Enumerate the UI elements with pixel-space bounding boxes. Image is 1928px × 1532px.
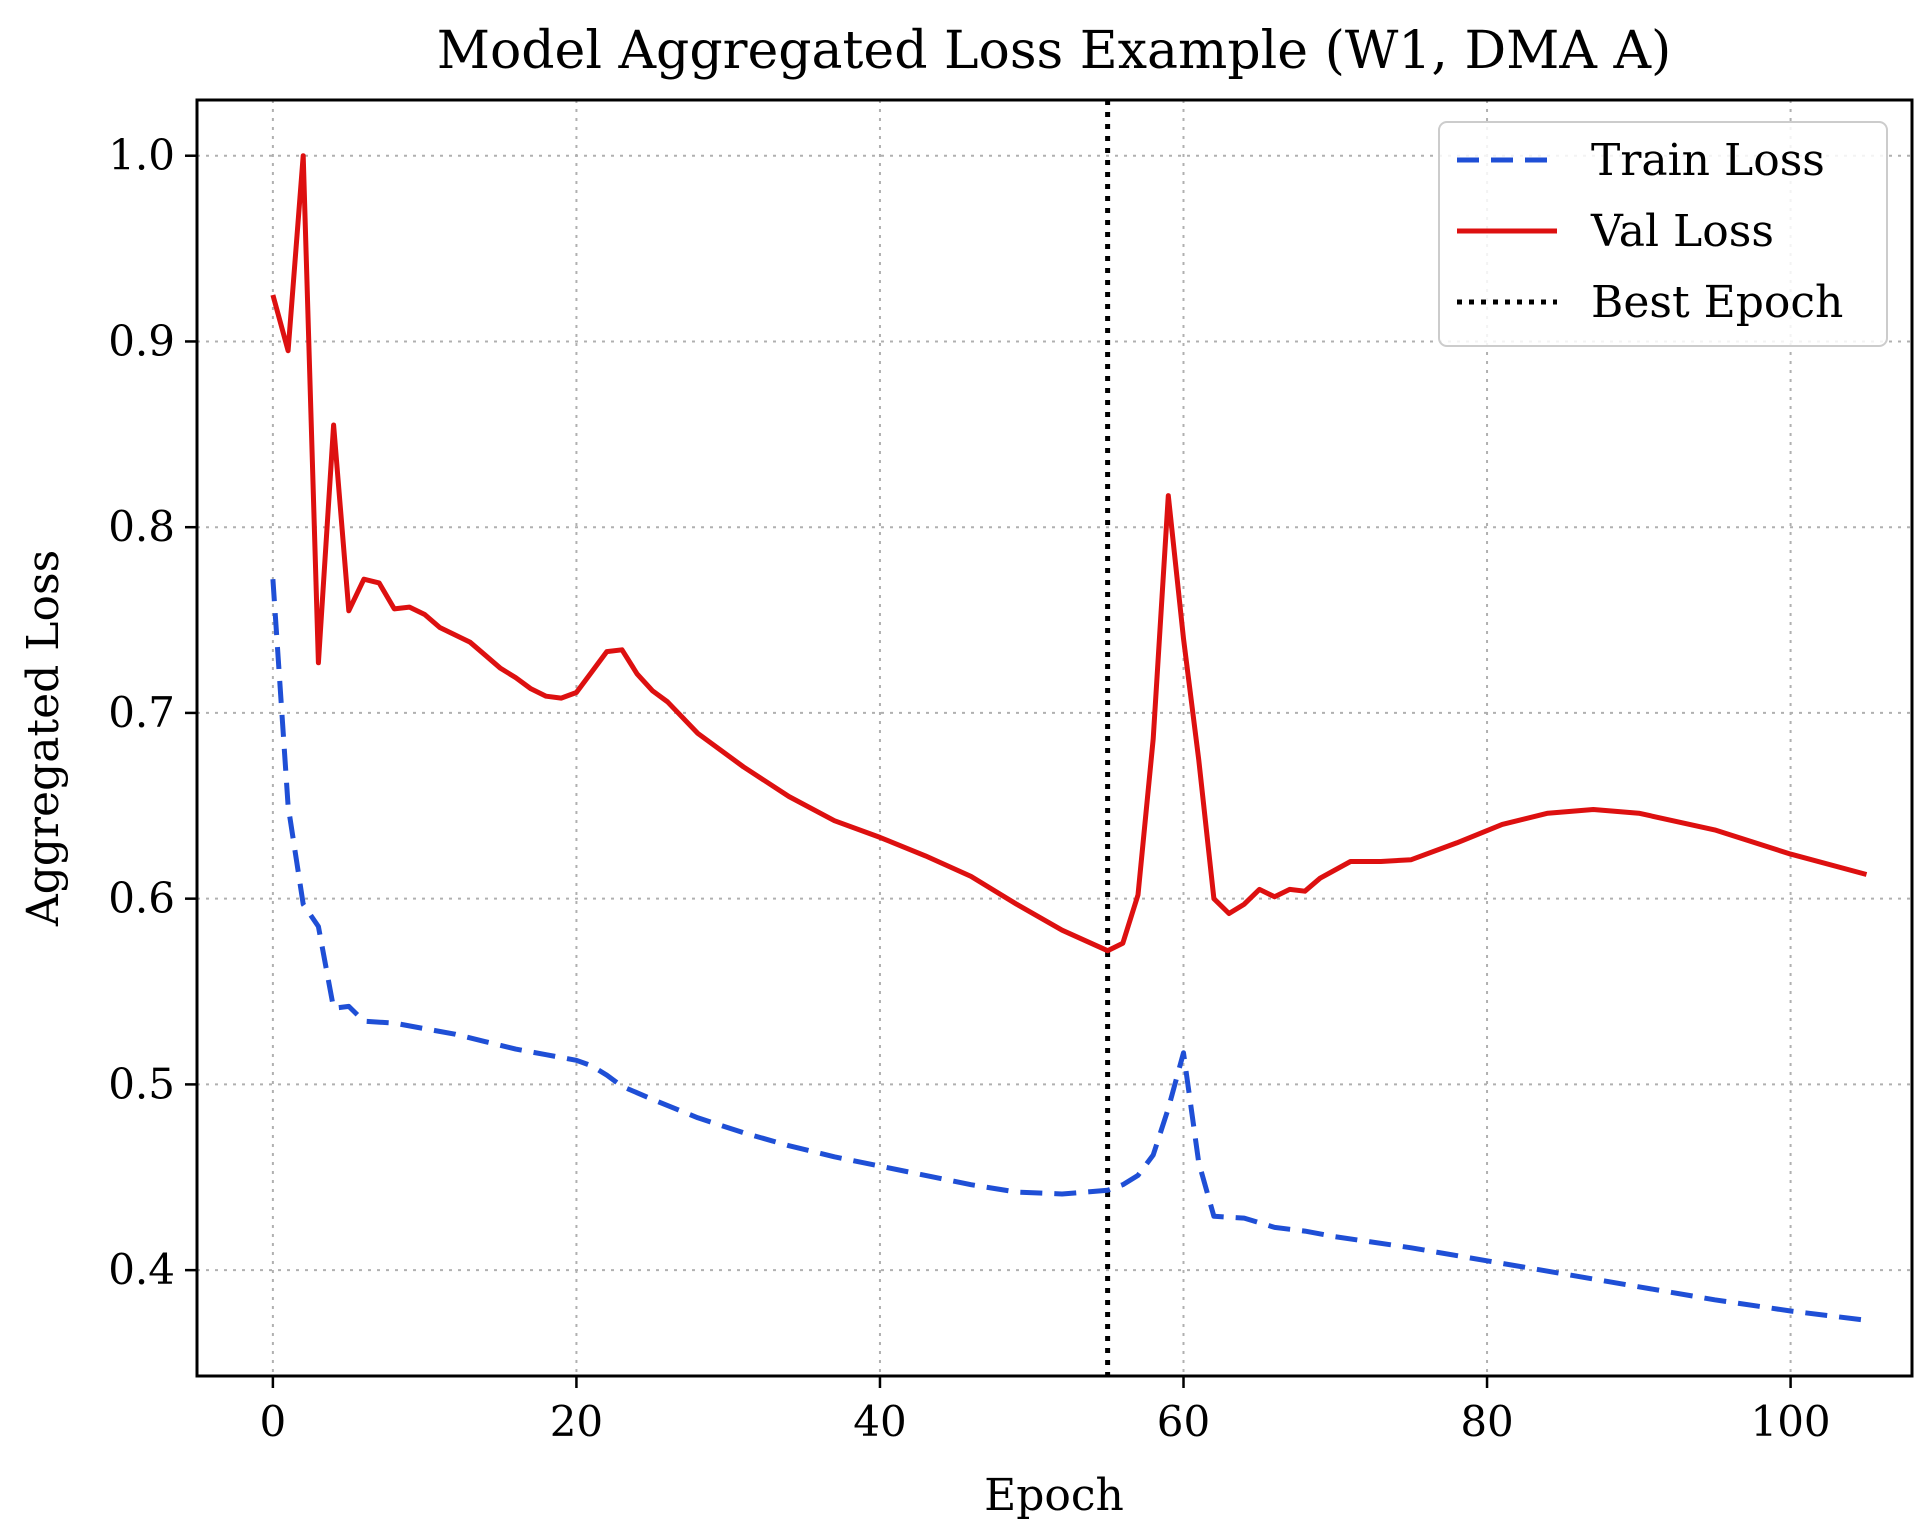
legend-label-val-loss: Val Loss bbox=[1590, 206, 1774, 257]
x-tick-label: 0 bbox=[260, 1397, 287, 1446]
y-tick-label: 0.7 bbox=[108, 688, 175, 737]
x-tick-label: 60 bbox=[1157, 1397, 1210, 1446]
y-tick-label: 0.4 bbox=[108, 1245, 175, 1294]
legend-label-best-epoch: Best Epoch bbox=[1591, 277, 1843, 328]
x-tick-label: 100 bbox=[1750, 1397, 1830, 1446]
x-tick-label: 80 bbox=[1460, 1397, 1513, 1446]
x-tick-label: 20 bbox=[550, 1397, 603, 1446]
x-axis-label: Epoch bbox=[984, 1470, 1124, 1521]
y-tick-label: 0.9 bbox=[108, 316, 175, 365]
y-tick-label: 0.6 bbox=[108, 874, 175, 923]
series-layer bbox=[270, 153, 1868, 1323]
x-tick-label: 40 bbox=[853, 1397, 906, 1446]
y-tick-label: 1.0 bbox=[108, 131, 175, 180]
train-loss-line bbox=[270, 579, 1867, 1323]
val-loss-line bbox=[270, 153, 1868, 954]
legend-label-train-loss: Train Loss bbox=[1591, 135, 1825, 186]
chart-legend: Train Loss Val Loss Best Epoch bbox=[1438, 121, 1888, 347]
chart-title: Model Aggregated Loss Example (W1, DMA A… bbox=[437, 21, 1672, 81]
legend-box bbox=[1438, 121, 1888, 347]
y-tick-label: 0.5 bbox=[108, 1059, 175, 1108]
y-axis-label: Aggregated Loss bbox=[18, 550, 69, 927]
y-tick-label: 0.8 bbox=[108, 502, 175, 551]
tick-layer: 0 20 40 60 80 100 0.4 0.5 0.6 0.7 0.8 0.9 1.0 bbox=[108, 131, 1830, 1446]
plot-area-frame bbox=[195, 98, 1914, 1378]
grid-layer bbox=[197, 100, 1912, 1376]
